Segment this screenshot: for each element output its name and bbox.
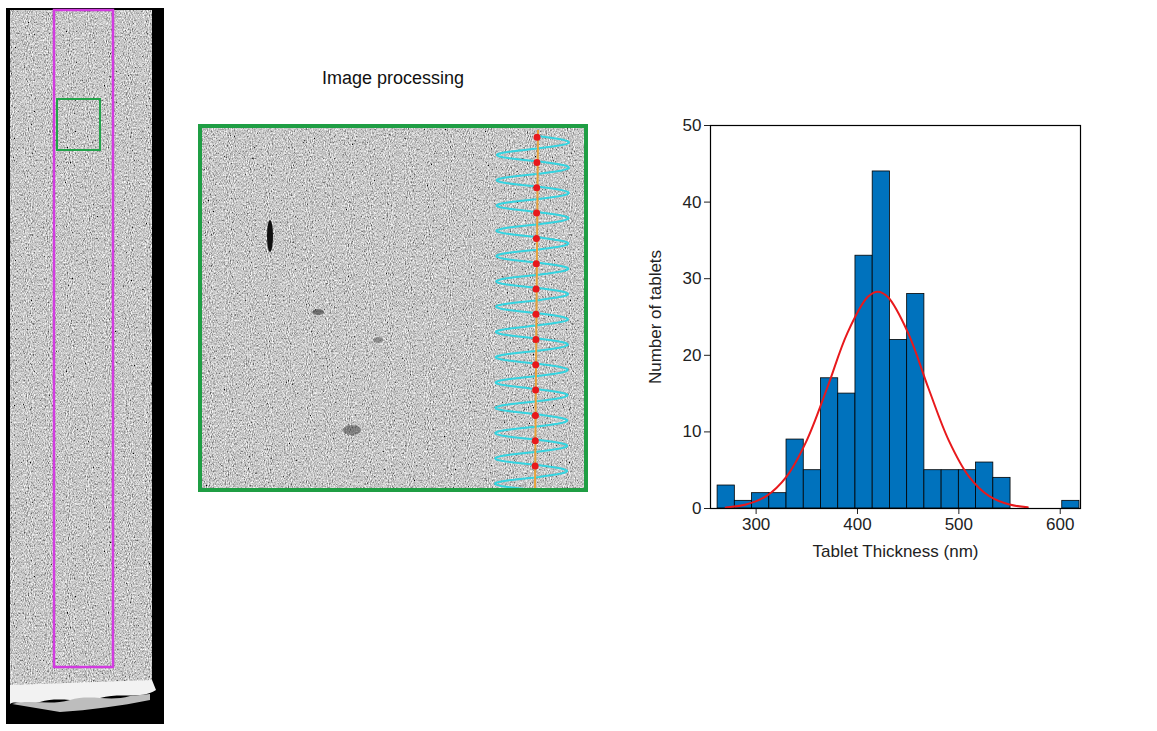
svg-text:20: 20 xyxy=(683,346,702,365)
svg-text:400: 400 xyxy=(843,515,871,534)
svg-text:Image processing: Image processing xyxy=(322,68,464,88)
svg-text:500: 500 xyxy=(945,515,973,534)
svg-text:30: 30 xyxy=(683,269,702,288)
svg-text:0: 0 xyxy=(692,499,701,518)
svg-text:50: 50 xyxy=(683,116,702,135)
svg-text:Tablet Thickness (nm): Tablet Thickness (nm) xyxy=(813,542,979,561)
svg-text:10: 10 xyxy=(683,422,702,441)
svg-text:600: 600 xyxy=(1046,515,1074,534)
svg-text:Number of tablets: Number of tablets xyxy=(646,250,665,384)
svg-text:300: 300 xyxy=(742,515,770,534)
svg-text:40: 40 xyxy=(683,193,702,212)
